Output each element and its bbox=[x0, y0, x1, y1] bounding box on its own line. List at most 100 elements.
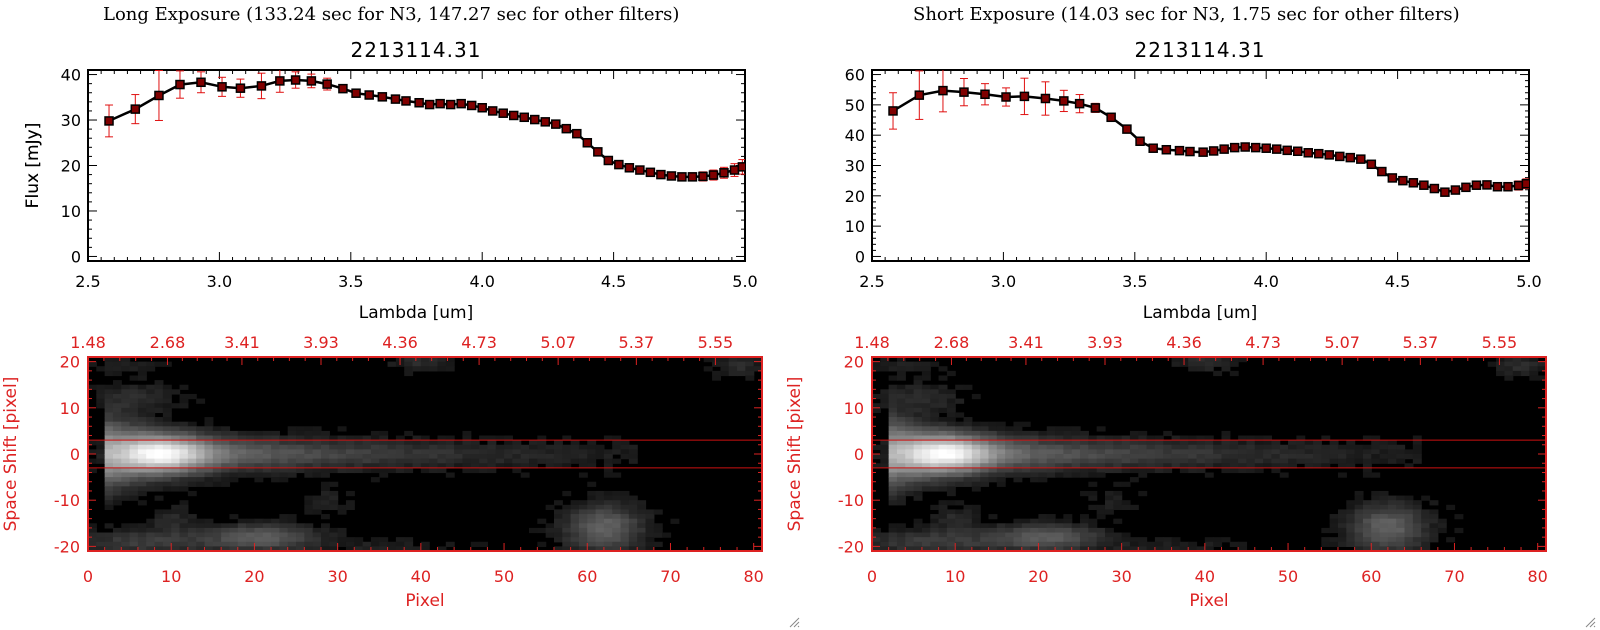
image-pixel bbox=[545, 444, 555, 450]
image-pixel bbox=[921, 417, 931, 423]
image-pixel bbox=[1204, 541, 1214, 547]
image-pixel bbox=[1537, 375, 1547, 381]
image-top-tick-label: 4.73 bbox=[461, 333, 497, 352]
image-pixel bbox=[1346, 504, 1356, 511]
image-pixel bbox=[304, 472, 314, 478]
image-pixel bbox=[905, 467, 915, 474]
image-pixel bbox=[1138, 435, 1148, 441]
image-pixel bbox=[287, 514, 297, 520]
spectrum-data-point bbox=[1208, 146, 1219, 156]
image-pixel bbox=[454, 458, 464, 464]
spectrum-y-tick-label: 20 bbox=[61, 157, 81, 176]
image-pixel bbox=[1013, 444, 1023, 450]
image-pixel bbox=[271, 472, 280, 478]
image-pixel bbox=[1021, 449, 1031, 455]
image-pixel bbox=[246, 546, 256, 552]
image-pixel bbox=[154, 481, 164, 487]
image-pixel bbox=[112, 490, 122, 497]
image-pixel bbox=[996, 477, 1006, 483]
image-pixel bbox=[437, 440, 447, 446]
image-pixel bbox=[930, 435, 940, 441]
image-pixel bbox=[104, 500, 114, 506]
image-pixel bbox=[154, 454, 164, 460]
image-pixel bbox=[1421, 541, 1431, 547]
spectrum-data-point bbox=[1019, 91, 1030, 102]
image-pixel bbox=[254, 527, 264, 534]
image-pixel bbox=[337, 537, 347, 543]
image-pixel bbox=[320, 449, 330, 455]
image-pixel bbox=[703, 366, 713, 372]
image-pixel bbox=[1013, 426, 1023, 432]
image-pixel bbox=[1387, 514, 1397, 520]
resize-grip-icon-left[interactable] bbox=[788, 616, 800, 628]
image-pixel bbox=[587, 454, 597, 460]
image-pixel bbox=[1346, 527, 1356, 534]
image-pixel bbox=[229, 537, 239, 543]
image-pixel bbox=[595, 527, 605, 534]
image-pixel bbox=[921, 463, 931, 469]
spectrum-data-point bbox=[980, 89, 990, 100]
image-pixel bbox=[1088, 472, 1098, 478]
image-pixel bbox=[296, 527, 305, 534]
image-pixel bbox=[1321, 458, 1331, 464]
image-pixel bbox=[1013, 541, 1023, 547]
image-pixel bbox=[96, 384, 106, 390]
image-pixel bbox=[971, 463, 981, 469]
image-pixel bbox=[520, 472, 530, 478]
image-pixel bbox=[404, 361, 414, 367]
image-pixel bbox=[104, 546, 114, 552]
resize-grip-icon-right[interactable] bbox=[1584, 616, 1596, 628]
image-pixel bbox=[1362, 444, 1372, 450]
image-pixel bbox=[1371, 472, 1381, 478]
image-pixel bbox=[420, 458, 430, 464]
image-pixel bbox=[121, 495, 131, 501]
image-pixel bbox=[1030, 454, 1040, 460]
image-pixel bbox=[304, 430, 314, 437]
image-pixel bbox=[896, 398, 906, 404]
image-pixel bbox=[254, 532, 264, 538]
image-pixel bbox=[930, 430, 940, 437]
image-pixel bbox=[1313, 463, 1322, 469]
image-pixel bbox=[104, 477, 114, 483]
image-pixel bbox=[1337, 514, 1347, 520]
image-pixel bbox=[146, 537, 156, 543]
image-pixel bbox=[996, 541, 1006, 547]
image-pixel bbox=[955, 481, 965, 487]
image-pixel bbox=[362, 463, 372, 469]
image-pixel bbox=[1429, 518, 1439, 524]
image-pixel bbox=[921, 366, 931, 372]
image-pixel bbox=[1088, 444, 1098, 450]
image-pixel bbox=[112, 458, 122, 464]
spectrum-data-point bbox=[687, 172, 698, 182]
image-pixel bbox=[905, 389, 915, 395]
image-pixel bbox=[1279, 449, 1289, 455]
image-pixel bbox=[1537, 361, 1547, 367]
image-pixel bbox=[412, 435, 422, 441]
image-pixel bbox=[1088, 527, 1098, 534]
image-pixel bbox=[930, 472, 940, 478]
image-pixel bbox=[1371, 537, 1381, 543]
image-pixel bbox=[1030, 430, 1040, 437]
image-pixel bbox=[529, 463, 538, 469]
image-pixel bbox=[1313, 440, 1322, 446]
image-pixel bbox=[304, 458, 314, 464]
image-pixel bbox=[938, 430, 948, 437]
image-pixel bbox=[1038, 458, 1048, 464]
image-top-tick-label: 1.48 bbox=[854, 333, 890, 352]
image-pixel bbox=[304, 454, 314, 460]
image-pixel bbox=[1379, 537, 1389, 543]
image-pixel bbox=[988, 421, 998, 427]
image-pixel bbox=[312, 458, 322, 464]
image-pixel bbox=[179, 537, 189, 543]
image-pixel bbox=[905, 430, 915, 437]
image-pixel bbox=[1429, 523, 1439, 529]
image-pixel bbox=[137, 398, 147, 404]
image-pixel bbox=[1021, 537, 1031, 543]
image-pixel bbox=[1387, 537, 1397, 543]
spectrum-data-point bbox=[656, 169, 666, 180]
image-pixel bbox=[204, 527, 214, 534]
image-pixel bbox=[1138, 463, 1148, 469]
image-pixel bbox=[1146, 444, 1156, 450]
image-pixel bbox=[1362, 509, 1372, 515]
image-pixel bbox=[930, 514, 940, 520]
